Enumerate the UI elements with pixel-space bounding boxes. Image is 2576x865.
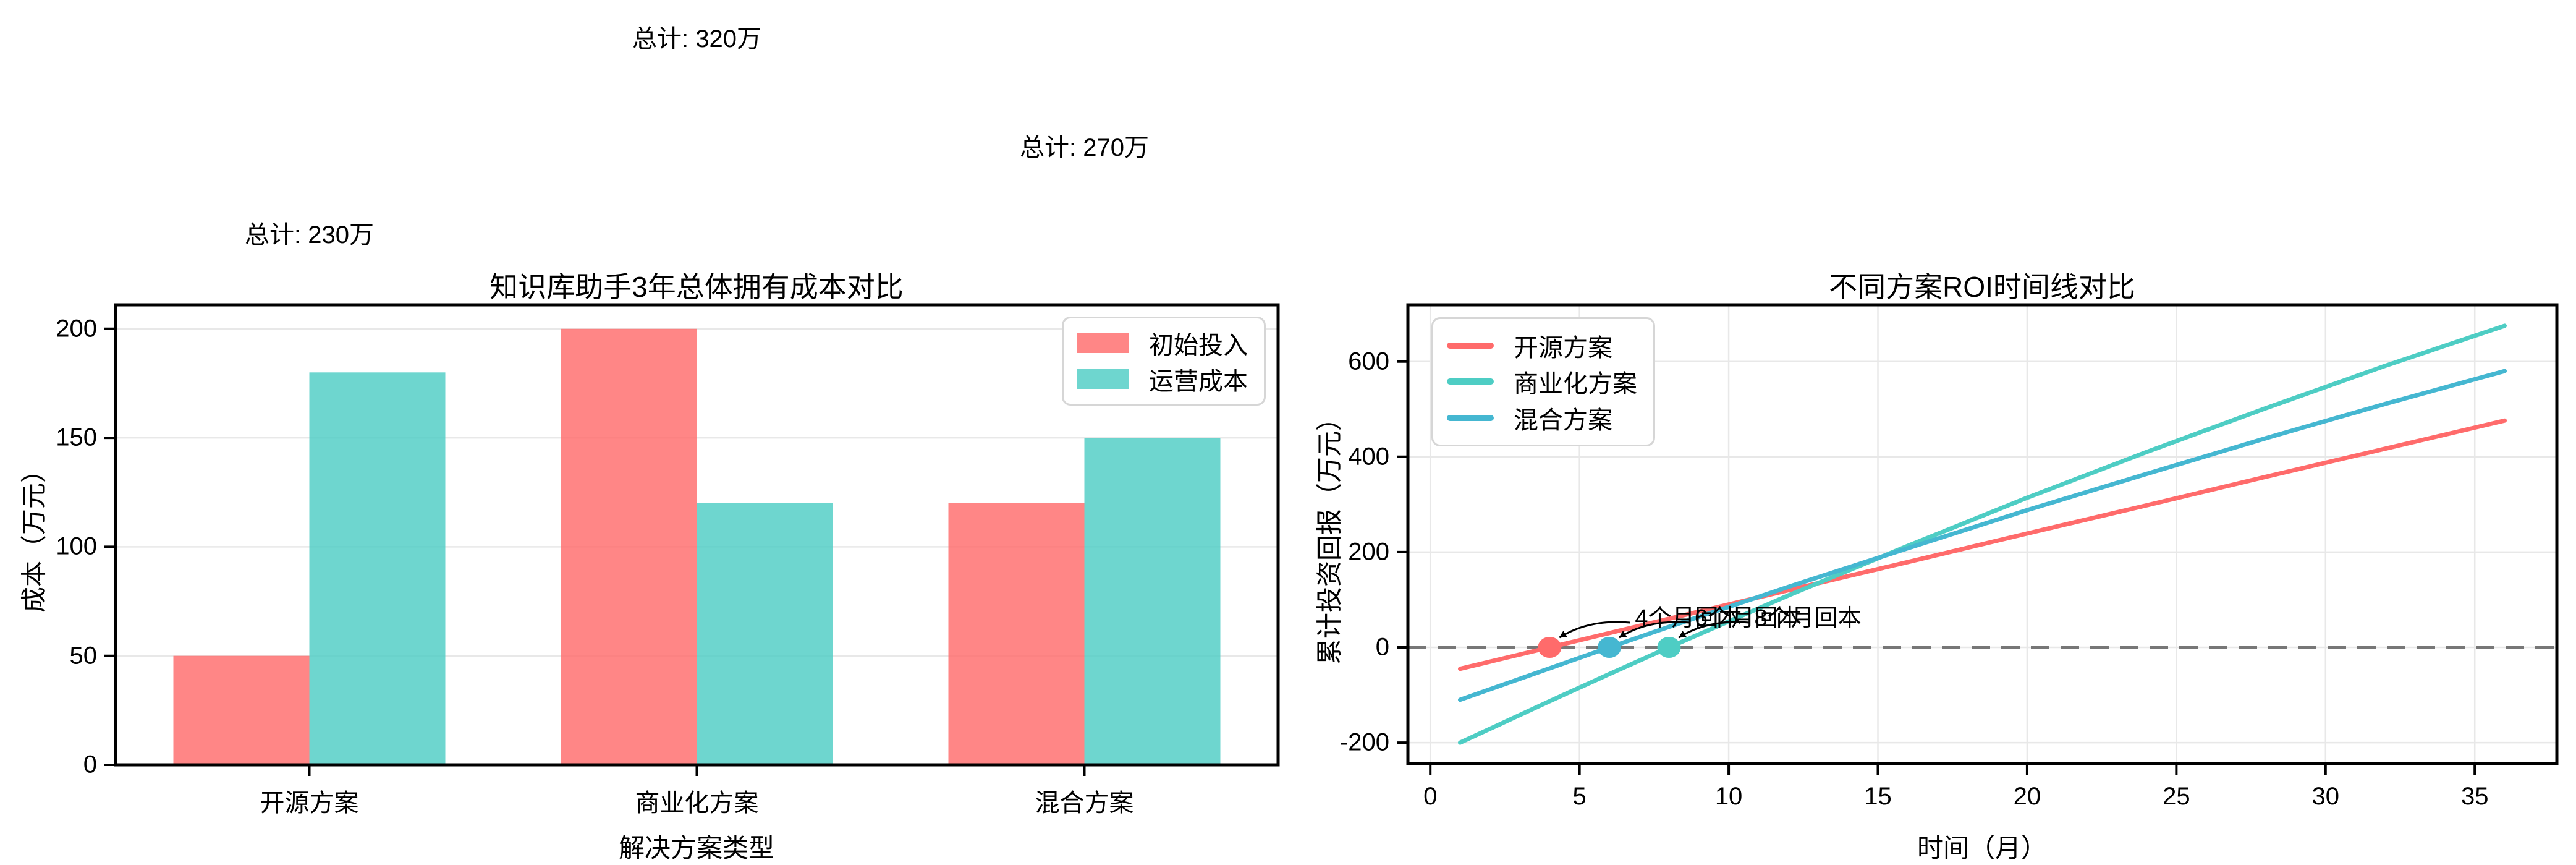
total-annotation-commercial: 总计: 320万 <box>632 25 761 53</box>
legend-swatch-open-source <box>1447 343 1494 349</box>
right-xtick-label-20: 20 <box>2013 783 2041 810</box>
legend-swatch-initial-investment <box>1077 333 1129 353</box>
breakeven-annotation-4-months: 4个月回本 <box>1635 605 1742 631</box>
annotation-arrow <box>1619 621 1690 639</box>
left-ytick-label-50: 50 <box>69 642 98 670</box>
legend-item-initial-investment: 初始投入 <box>1077 325 1248 361</box>
left-chart-legend: 初始投入 运营成本 <box>1062 317 1266 406</box>
left-chart-title: 知识库助手3年总体拥有成本对比 <box>489 271 904 303</box>
left-xtick-label-3: 混合方案 <box>1035 790 1134 817</box>
legend-item-commercial: 商业化方案 <box>1447 364 1637 399</box>
roi-line-混合方案 <box>1458 369 2507 702</box>
breakeven-marker-6-months <box>1597 636 1621 658</box>
left-ytick-label-200: 200 <box>56 315 97 343</box>
bar-初始投入-商业化方案 <box>561 328 697 765</box>
left-ytick-label-0: 0 <box>83 751 97 778</box>
legend-label-open-source: 开源方案 <box>1514 334 1612 362</box>
left-xtick-label-2: 商业化方案 <box>635 790 759 817</box>
right-xtick-label-10: 10 <box>1714 783 1743 810</box>
bar-运营成本-商业化方案 <box>697 503 833 765</box>
right-xtick-label-15: 15 <box>1864 783 1892 810</box>
right-xtick-label-5: 5 <box>1572 783 1587 810</box>
breakeven-marker-4-months <box>1538 636 1562 658</box>
right-chart-xlabel: 时间（月） <box>1917 833 2048 863</box>
right-chart-title: 不同方案ROI时间线对比 <box>1829 271 2135 303</box>
bar-初始投入-混合方案 <box>948 503 1085 765</box>
roi-line-chart <box>1397 303 2559 775</box>
right-xtick-label-30: 30 <box>2311 783 2340 810</box>
right-ytick-label--200: -200 <box>1339 728 1389 756</box>
legend-swatch-hybrid <box>1447 414 1494 421</box>
right-xtick-label-25: 25 <box>2163 783 2190 810</box>
right-ytick-label-600: 600 <box>1348 347 1389 375</box>
breakeven-marker-8-months <box>1657 636 1681 658</box>
left-xtick-label-1: 开源方案 <box>260 790 359 817</box>
legend-label-initial-investment: 初始投入 <box>1149 332 1248 359</box>
legend-label-commercial: 商业化方案 <box>1514 370 1637 398</box>
bar-运营成本-混合方案 <box>1084 438 1221 765</box>
roi-line-商业化方案 <box>1458 323 2507 745</box>
left-ytick-label-100: 100 <box>56 532 97 560</box>
annotation-arrow <box>1678 621 1750 639</box>
legend-item-operating-cost: 运营成本 <box>1077 361 1248 397</box>
breakeven-annotation-8-months: 8个月回本 <box>1754 605 1862 631</box>
right-chart-legend: 开源方案 商业化方案 混合方案 <box>1431 317 1655 446</box>
annotation-arrow <box>1559 621 1630 639</box>
right-ytick-label-200: 200 <box>1348 538 1389 566</box>
right-ytick-label-0: 0 <box>1375 633 1389 661</box>
legend-item-open-source: 开源方案 <box>1447 328 1637 364</box>
right-xtick-label-35: 35 <box>2460 783 2489 810</box>
bar-初始投入-开源方案 <box>173 655 310 765</box>
legend-label-hybrid: 混合方案 <box>1514 406 1612 434</box>
left-ytick-label-150: 150 <box>56 424 97 451</box>
bar-运营成本-开源方案 <box>309 372 446 765</box>
right-axes-spines <box>1406 303 2559 765</box>
right-xtick-label-0: 0 <box>1423 783 1438 810</box>
legend-item-hybrid: 混合方案 <box>1447 400 1637 436</box>
legend-swatch-operating-cost <box>1077 369 1129 389</box>
total-annotation-open-source: 总计: 230万 <box>245 221 374 249</box>
tco-bar-chart <box>104 303 1280 776</box>
right-ytick-label-400: 400 <box>1348 443 1389 471</box>
right-chart-ylabel: 累计投资回报（万元） <box>1315 404 1344 665</box>
legend-swatch-commercial <box>1447 378 1494 385</box>
left-chart-ylabel: 成本（万元） <box>19 456 49 613</box>
left-chart-xlabel: 解决方案类型 <box>618 833 775 863</box>
roi-line-开源方案 <box>1458 418 2507 671</box>
legend-label-operating-cost: 运营成本 <box>1149 368 1248 395</box>
breakeven-annotation-6-months: 6个月回本 <box>1694 605 1802 631</box>
total-annotation-hybrid: 总计: 270万 <box>1020 134 1149 161</box>
